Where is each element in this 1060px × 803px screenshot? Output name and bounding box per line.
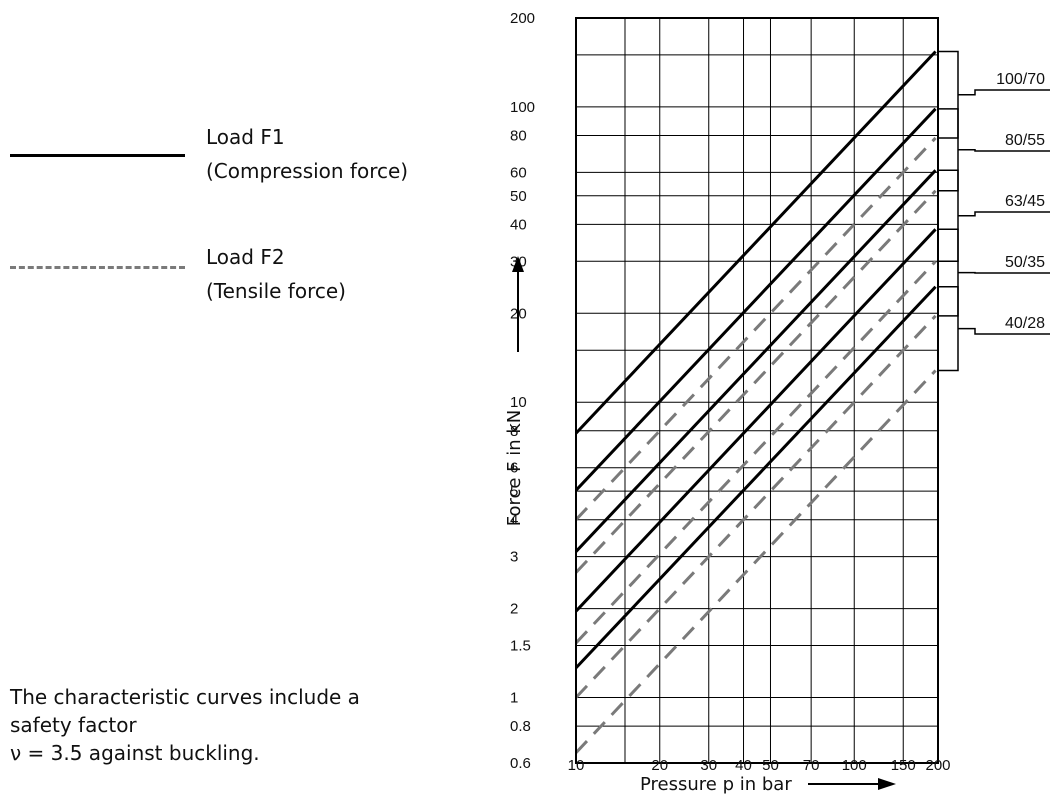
- y-tick-label: 1: [510, 689, 518, 706]
- size-label-63-45: 63/45: [1005, 193, 1045, 210]
- x-tick-label: 20: [651, 757, 668, 774]
- size-label-100-70: 100/70: [996, 71, 1045, 88]
- size-label-80-55: 80/55: [1005, 132, 1045, 149]
- note-line-1: The characteristic curves include a: [10, 685, 360, 709]
- y-tick-label: 0.6: [510, 755, 531, 772]
- chart-series: [574, 50, 937, 754]
- y-axis-label: Force F in kN: [504, 410, 525, 527]
- leader-100-70: [958, 89, 1050, 96]
- y-tick-label: 50: [510, 188, 527, 205]
- x-tick-label: 40: [735, 757, 752, 774]
- leader-63-45: [958, 211, 1050, 217]
- size-brackets: 100/70 80/55 63/45 50/35 40/28: [938, 50, 1050, 372]
- chart-grid: [575, 17, 939, 764]
- y-tick-label: 200: [510, 10, 535, 27]
- curve-100-70-compression: [574, 50, 937, 435]
- y-tick-label: 10: [510, 394, 527, 411]
- plot-frame: [575, 17, 939, 764]
- y-tick-label: 4: [510, 512, 518, 529]
- x-tick-label: 150: [891, 757, 916, 774]
- x-tick-labels: 10 20 30 40 50 70 100 150 200: [568, 757, 951, 774]
- legend-dashed-line: [10, 266, 185, 269]
- curve-50-35-tensile: [574, 314, 937, 699]
- curve-100-70-tensile: [574, 136, 937, 521]
- note-line-2: safety factor: [10, 713, 137, 737]
- legend-compression-title: Load F1: [206, 125, 285, 149]
- leader-40-28: [958, 327, 1050, 335]
- curve-40-28-tensile: [574, 369, 937, 754]
- y-tick-labels: 200100806050403020108654321.510.80.6: [510, 10, 535, 772]
- y-tick-label: 5: [510, 483, 518, 500]
- leader-80-55: [958, 149, 1050, 152]
- x-tick-label: 70: [803, 757, 820, 774]
- y-tick-label: 6: [510, 460, 518, 477]
- bracket-80-55: [938, 108, 959, 192]
- x-tick-label: 50: [762, 757, 779, 774]
- legend-tensile-title: Load F2: [206, 245, 285, 269]
- legend-compression-subtitle: (Compression force): [206, 159, 409, 183]
- bracket-63-45: [938, 169, 959, 263]
- x-axis-arrow: [808, 778, 896, 790]
- y-axis-arrow: [512, 256, 524, 352]
- curve-80-55-tensile: [574, 189, 937, 574]
- y-tick-label: 0.8: [510, 718, 531, 735]
- curve-50-35-compression: [574, 228, 937, 613]
- bracket-100-70: [938, 50, 959, 139]
- safety-factor-note: The characteristic curves include a safe…: [10, 683, 450, 767]
- bracket-50-35: [938, 228, 959, 317]
- x-tick-label: 30: [700, 757, 717, 774]
- curve-63-45-tensile: [574, 260, 937, 644]
- curve-63-45-compression: [574, 169, 937, 553]
- y-tick-label: 80: [510, 128, 527, 145]
- x-tick-label: 200: [925, 757, 950, 774]
- curve-80-55-compression: [574, 107, 937, 492]
- y-tick-label: 40: [510, 216, 527, 233]
- x-tick-label: 10: [568, 757, 585, 774]
- y-tick-label: 8: [510, 423, 518, 440]
- x-axis-label: Pressure p in bar: [640, 774, 792, 795]
- legend-tensile-subtitle: (Tensile force): [206, 279, 346, 303]
- bracket-40-28: [938, 285, 959, 372]
- y-tick-label: 1.5: [510, 637, 531, 654]
- size-label-50-35: 50/35: [1005, 254, 1045, 271]
- size-label-40-28: 40/28: [1005, 315, 1045, 332]
- x-tick-label: 100: [842, 757, 867, 774]
- legend-solid-line: [10, 154, 185, 157]
- y-tick-label: 2: [510, 601, 518, 618]
- curve-40-28-compression: [574, 285, 937, 669]
- legend-tensile-text: Load F2 (Tensile force): [206, 244, 346, 304]
- y-tick-label: 3: [510, 549, 518, 566]
- legend-compression-text: Load F1 (Compression force): [206, 124, 408, 184]
- note-line-3: ν = 3.5 against buckling.: [10, 741, 260, 765]
- y-tick-label: 60: [510, 164, 527, 181]
- y-tick-label: 100: [510, 99, 535, 116]
